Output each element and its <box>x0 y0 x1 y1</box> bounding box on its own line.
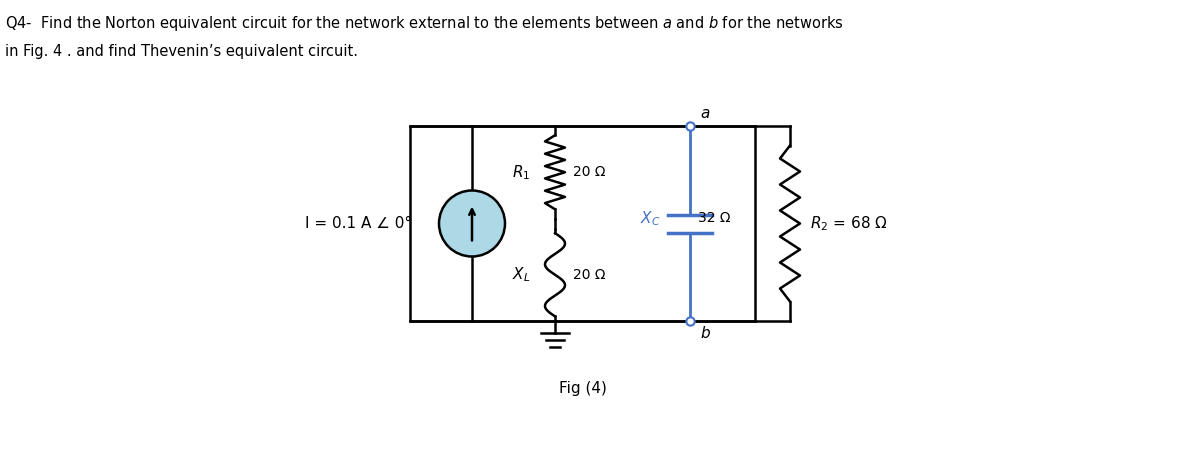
Text: $X_C$: $X_C$ <box>640 209 660 228</box>
Text: b: b <box>700 326 709 341</box>
Text: I = 0.1 A ∠ 0°: I = 0.1 A ∠ 0° <box>305 216 412 231</box>
Circle shape <box>439 190 505 257</box>
Text: 20 Ω: 20 Ω <box>574 165 606 179</box>
Text: $R_1$: $R_1$ <box>511 163 530 182</box>
Text: in Fig. 4 . and find Thevenin’s equivalent circuit.: in Fig. 4 . and find Thevenin’s equivale… <box>5 44 358 59</box>
Text: Fig (4): Fig (4) <box>558 381 606 396</box>
Text: $R_2$ = 68 Ω: $R_2$ = 68 Ω <box>810 214 888 233</box>
Text: $X_L$: $X_L$ <box>511 266 530 284</box>
Text: 32 Ω: 32 Ω <box>698 211 731 226</box>
Text: 20 Ω: 20 Ω <box>574 268 606 282</box>
Text: a: a <box>700 106 709 121</box>
Text: Q4-  Find the Norton equivalent circuit for the network external to the elements: Q4- Find the Norton equivalent circuit f… <box>5 14 844 33</box>
